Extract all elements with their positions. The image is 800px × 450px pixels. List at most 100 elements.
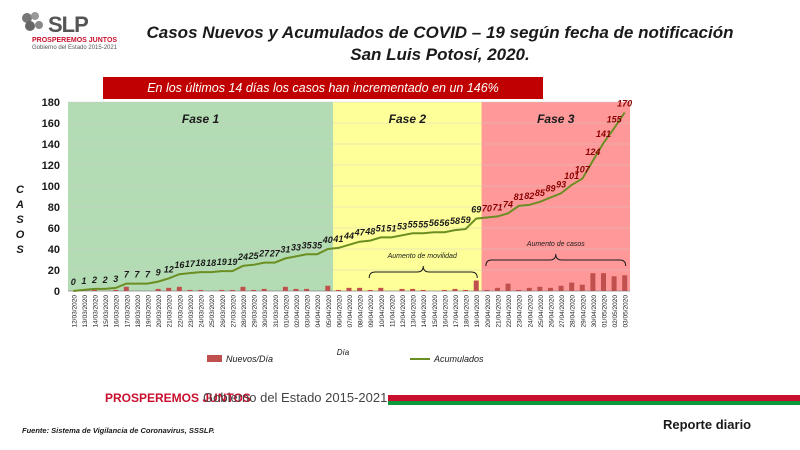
- phase-label: Fase 3: [537, 112, 575, 126]
- bar-nuevos: [187, 289, 193, 291]
- x-tick-label: 30/03/2020: [262, 295, 269, 328]
- x-tick-label: 16/03/2020: [114, 295, 121, 328]
- x-tick-label: 29/04/2020: [580, 295, 587, 328]
- data-label: 31: [280, 244, 290, 254]
- bar-nuevos: [219, 289, 225, 291]
- logo-government: Gobierno del Estado 2015-2021: [32, 45, 118, 51]
- chart-title-line1: Casos Nuevos y Acumulados de COVID – 19 …: [146, 23, 734, 42]
- bar-nuevos: [155, 288, 161, 291]
- x-tick-label: 12/03/2020: [71, 295, 78, 328]
- bar-nuevos: [505, 283, 511, 291]
- data-label: 51: [386, 223, 396, 233]
- phase-background: [333, 102, 482, 291]
- x-tick-label: 10/04/2020: [379, 295, 386, 328]
- x-tick-label: 28/04/2020: [570, 295, 577, 328]
- data-label: 82: [524, 191, 534, 201]
- data-label: 16: [174, 260, 185, 270]
- x-tick-label: 12/04/2020: [400, 295, 407, 328]
- x-tick-label: 26/04/2020: [548, 295, 555, 328]
- bar-nuevos: [420, 289, 426, 291]
- legend-swatch-nuevos: [207, 355, 222, 362]
- increase-banner: En los últimos 14 días los casos han inc…: [103, 77, 543, 99]
- x-tick-label: 19/03/2020: [146, 295, 153, 328]
- bar-nuevos: [547, 287, 553, 291]
- y-tick-label: 0: [54, 286, 60, 298]
- y-tick-label: 60: [48, 223, 60, 235]
- data-label: 7: [145, 270, 151, 280]
- data-label: 155: [607, 114, 623, 124]
- data-label: 81: [514, 192, 524, 202]
- data-label: 41: [332, 234, 343, 244]
- bar-nuevos: [346, 287, 352, 291]
- data-label: 12: [164, 264, 174, 274]
- data-label: 18: [206, 258, 216, 268]
- data-label: 1: [81, 276, 86, 286]
- x-tick-label: 08/04/2020: [358, 295, 365, 328]
- x-tick-label: 19/04/2020: [474, 295, 481, 328]
- bar-nuevos: [579, 284, 585, 291]
- x-tick-label: 15/04/2020: [432, 295, 439, 328]
- logo: SLP PROSPEREMOS JUNTOS Gobierno del Esta…: [18, 10, 118, 52]
- data-label: 71: [492, 202, 502, 212]
- data-label: 27: [258, 249, 270, 259]
- data-label: 33: [291, 242, 301, 252]
- y-tick-label: 100: [42, 181, 60, 193]
- data-label: 85: [535, 188, 546, 198]
- x-tick-label: 26/03/2020: [220, 295, 227, 328]
- chart-title: Casos Nuevos y Acumulados de COVID – 19 …: [130, 22, 750, 66]
- bar-nuevos: [335, 289, 341, 291]
- x-tick-label: 13/04/2020: [411, 295, 418, 328]
- annotation-label: Aumento de movilidad: [387, 253, 458, 260]
- bar-nuevos: [494, 287, 500, 291]
- y-tick-label: 160: [42, 118, 60, 130]
- bar-nuevos: [304, 288, 310, 291]
- bar-nuevos: [558, 285, 564, 291]
- x-tick-label: 20/03/2020: [156, 295, 163, 328]
- bar-nuevos: [590, 273, 596, 291]
- x-tick-label: 22/03/2020: [177, 295, 184, 328]
- x-tick-label: 14/04/2020: [421, 295, 428, 328]
- data-label: 56: [429, 218, 440, 228]
- line-acumulados: [73, 111, 626, 292]
- bar-nuevos: [357, 287, 363, 291]
- bar-nuevos: [516, 289, 522, 291]
- data-label: 2: [102, 275, 108, 285]
- data-label: 55: [418, 219, 429, 229]
- data-label: 170: [617, 99, 632, 109]
- data-label: 19: [217, 257, 227, 267]
- data-label: 107: [575, 165, 591, 175]
- footer-brand: PROSPEREMOS JUNTOS: [105, 391, 251, 405]
- x-tick-label: 22/04/2020: [506, 295, 513, 328]
- bar-nuevos: [367, 289, 373, 291]
- x-tick-label: 21/04/2020: [495, 295, 502, 328]
- data-label: 47: [354, 228, 366, 238]
- y-tick-label: 40: [48, 244, 60, 256]
- data-label: 0: [71, 277, 76, 287]
- data-label: 56: [439, 218, 450, 228]
- bar-nuevos: [198, 289, 204, 291]
- bar-nuevos: [452, 288, 458, 291]
- x-tick-label: 17/04/2020: [453, 295, 460, 328]
- footer-divider-green: [388, 401, 800, 405]
- data-label: 124: [585, 147, 600, 157]
- x-tick-label: 31/03/2020: [273, 295, 280, 328]
- phase-background: [68, 102, 334, 291]
- x-tick-label: 09/04/2020: [368, 295, 375, 328]
- bar-nuevos: [611, 276, 617, 291]
- x-tick-label: 18/04/2020: [464, 295, 471, 328]
- x-tick-label: 11/04/2020: [389, 295, 396, 327]
- x-tick-label: 23/04/2020: [517, 295, 524, 328]
- data-label: 7: [134, 270, 140, 280]
- phase-label: Fase 1: [182, 112, 220, 126]
- bar-nuevos: [325, 285, 331, 291]
- data-label: 27: [269, 249, 281, 259]
- data-label: 9: [156, 268, 161, 278]
- data-label: 93: [556, 179, 566, 189]
- data-label: 141: [596, 129, 611, 139]
- bar-nuevos: [166, 287, 172, 291]
- y-tick-label: 140: [42, 139, 60, 151]
- bar-nuevos: [229, 289, 235, 291]
- x-tick-label: 15/03/2020: [103, 295, 110, 328]
- bar-nuevos: [261, 288, 267, 291]
- data-label: 48: [364, 227, 375, 237]
